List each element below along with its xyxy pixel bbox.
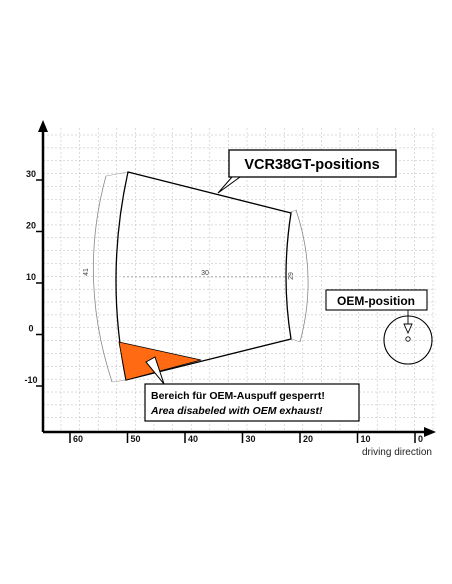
x-tick-label: 60 [73, 434, 83, 444]
y-axis-arrow [38, 120, 48, 132]
x-ticks: 60 50 40 30 20 10 0 [69, 432, 423, 444]
oem-position-arrow [403, 323, 413, 335]
x-tick-label: 10 [361, 434, 371, 444]
x-axis [43, 427, 436, 437]
oem-callout-box [325, 289, 428, 311]
warning-callout-box [144, 383, 360, 422]
x-axis-label: driving direction [362, 447, 432, 458]
warning-text-de: Bereich für OEM-Auspuff gesperrt! [151, 390, 325, 402]
right-dimension-label: 29 [288, 272, 295, 280]
x-axis-arrow [424, 427, 436, 437]
grid [43, 128, 436, 432]
warning-callout-pointer [145, 356, 165, 385]
vcr-callout-label: VCR38GT-positions [244, 157, 379, 173]
left-dimension-label: 41 [83, 268, 90, 276]
x-tick-label: 50 [131, 434, 141, 444]
y-tick-label: 20 [26, 221, 36, 231]
vcr-callout-pointer [217, 176, 242, 194]
x-tick-label: 0 [418, 434, 423, 444]
left-dimension-arc [92, 175, 113, 383]
restricted-area [118, 341, 202, 381]
x-tick-label: 40 [188, 434, 198, 444]
y-ticks: 30 20 10 0 -10 [24, 169, 43, 387]
y-tick-label: 10 [26, 272, 36, 282]
y-tick-label: 0 [28, 324, 33, 334]
oem-position-marker [405, 336, 411, 342]
vcr-callout-box [228, 149, 397, 178]
right-dimension-arc [295, 209, 309, 343]
y-axis [38, 120, 48, 432]
x-tick-label: 30 [246, 434, 256, 444]
oem-callout-label: OEM-position [337, 294, 415, 308]
width-dimension-label: 30 [201, 270, 209, 277]
x-tick-label: 20 [303, 434, 313, 444]
y-tick-label: -10 [24, 375, 37, 385]
y-tick-label: 30 [26, 169, 36, 179]
warning-text-en: Area disabeled with OEM exhaust! [150, 405, 323, 417]
